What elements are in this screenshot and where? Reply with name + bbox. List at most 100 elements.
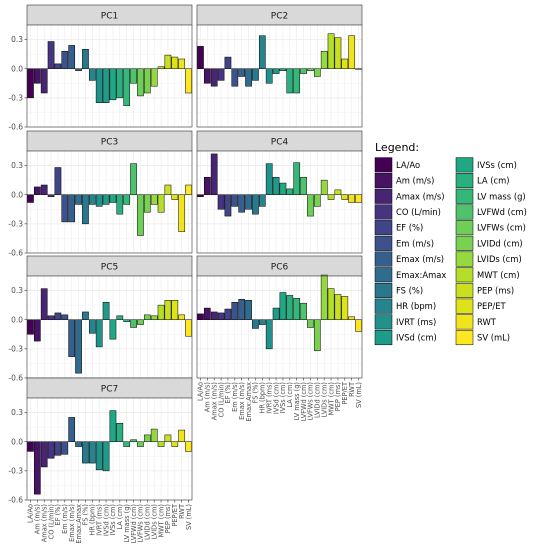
legend-key	[455, 330, 474, 346]
legend-item: IVSd (cm)	[374, 330, 437, 346]
bar-pc7-3	[47, 441, 55, 459]
bar-pc4-13	[286, 188, 294, 195]
legend-label: PEP/ET	[477, 301, 507, 311]
y-tick-label: -0.6	[8, 123, 23, 132]
bar-pc2-10	[265, 68, 273, 84]
bar-pc7-23	[185, 441, 192, 452]
bar-pc6-19	[327, 288, 335, 320]
bar-pc1-23	[185, 68, 192, 94]
bar-pc7-17	[143, 434, 151, 442]
bar-pc1-1	[33, 68, 41, 84]
bar-pc6-2	[210, 311, 218, 320]
bar-pc1-0	[27, 68, 34, 99]
x-tick-label: Am (m/s)	[204, 382, 212, 412]
legend-key	[374, 251, 393, 267]
x-tick-label: LA (cm)	[286, 382, 294, 408]
bar-pc2-8	[252, 68, 259, 81]
bar-pc1-15	[130, 68, 137, 84]
x-tick-label: SV (mL)	[185, 504, 193, 530]
x-tick-label: RWT	[178, 503, 186, 519]
bar-pc4-14	[293, 162, 301, 195]
bar-pc1-8	[82, 49, 89, 69]
legend-key	[374, 282, 393, 298]
legend-label: EF (%)	[396, 223, 423, 233]
x-tick-label: LVFWs (cm)	[137, 504, 145, 543]
bar-pc3-17	[143, 194, 151, 213]
bar-pc3-23	[185, 184, 192, 195]
legend-label: IVRT (ms)	[396, 317, 436, 327]
y-tick-label: 0.3	[11, 286, 23, 295]
panel-background	[197, 276, 362, 378]
bar-pc5-1	[33, 319, 41, 342]
bar-pc7-9	[88, 441, 96, 464]
bar-pc4-9	[258, 194, 266, 207]
legend-item: Emax:Amax	[374, 267, 446, 283]
bar-pc6-14	[293, 298, 301, 320]
x-tick-label: PEP/ET	[171, 503, 179, 527]
legend-key	[374, 188, 393, 204]
bar-pc4-8	[252, 194, 259, 215]
legend-label: Em (m/s)	[396, 238, 434, 248]
bar-pc5-16	[137, 319, 144, 325]
bar-pc4-15	[300, 176, 307, 195]
bar-pc5-4	[54, 312, 62, 320]
bar-pc2-14	[293, 68, 301, 94]
bar-pc1-16	[137, 68, 144, 97]
bar-pc5-22	[178, 314, 186, 320]
facet-label: PC2	[271, 12, 288, 22]
legend-label: LA/Ao	[396, 160, 420, 170]
panel-background	[27, 151, 192, 253]
legend-item: Em (m/s)	[374, 235, 434, 251]
bar-pc5-21	[171, 300, 179, 320]
bar-pc2-19	[327, 33, 335, 69]
bar-pc2-16	[307, 68, 314, 71]
legend-key	[374, 204, 393, 220]
legend-item: IVSs (cm)	[455, 157, 517, 173]
legend-key	[374, 314, 393, 330]
bar-pc5-13	[116, 315, 124, 320]
bar-pc2-7	[245, 68, 252, 87]
panel-border	[26, 24, 193, 128]
bar-pc1-6	[68, 45, 76, 69]
bar-pc2-1	[203, 68, 211, 84]
bar-pc5-10	[95, 319, 103, 348]
legend-item: LV mass (g)	[455, 188, 526, 204]
legend-label: FS (%)	[396, 285, 423, 295]
legend-label: SV (mL)	[477, 333, 510, 343]
x-tick-label: HR (bpm)	[259, 382, 267, 414]
bar-pc4-6	[238, 194, 246, 213]
x-tick-label: Emax (m/s)	[68, 504, 76, 542]
bar-pc4-7	[245, 194, 252, 210]
legend-item: HR (bpm)	[374, 298, 436, 314]
bar-pc5-23	[185, 319, 192, 337]
bar-pc7-19	[157, 441, 165, 447]
bar-pc5-8	[82, 311, 89, 320]
bar-pc3-13	[116, 194, 124, 215]
panel-border	[26, 397, 193, 501]
x-tick-label: SV (mL)	[355, 382, 363, 408]
bar-pc3-6	[68, 194, 76, 223]
legend-item: Am (m/s)	[374, 173, 434, 189]
bar-pc5-17	[143, 314, 151, 320]
bar-pc6-8	[252, 319, 259, 329]
x-tick-label: IVSd (cm)	[102, 504, 110, 536]
bar-pc7-13	[116, 423, 124, 442]
legend-item: LVIDd (cm)	[455, 235, 523, 251]
legend-label: Emax (m/s)	[396, 254, 444, 264]
y-tick-label: 0.3	[11, 35, 23, 44]
y-tick-label: 0.0	[11, 437, 23, 446]
x-tick-label: Amax (m/s)	[40, 504, 48, 542]
x-tick-label: CO (L/min)	[47, 504, 55, 539]
bar-pc4-17	[313, 194, 321, 207]
bar-pc4-16	[307, 194, 314, 217]
bar-pc2-13	[286, 68, 294, 94]
y-tick-label: 0.3	[11, 161, 23, 170]
bar-pc1-10	[95, 68, 103, 103]
x-tick-label: LVFWs (cm)	[307, 382, 315, 421]
bar-pc6-15	[300, 302, 307, 320]
x-tick-label: IVSd (cm)	[272, 382, 280, 414]
legend-item: MWT (cm)	[455, 267, 520, 283]
legend-label: LVIDd (cm)	[477, 238, 523, 248]
panel-pc5: PC5 0.3 0.0 -0.3 -0.6	[8, 255, 193, 383]
legend-label: IVSd (cm)	[396, 333, 437, 343]
